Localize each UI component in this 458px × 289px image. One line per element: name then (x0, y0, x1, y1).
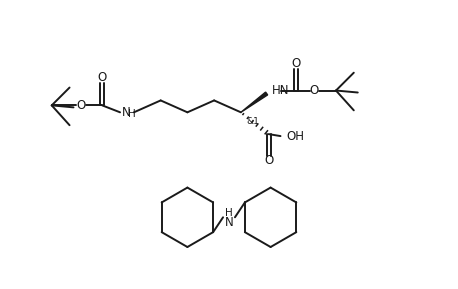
Text: OH: OH (286, 129, 305, 142)
Text: N: N (224, 216, 234, 229)
Text: O: O (98, 71, 107, 84)
Polygon shape (241, 92, 267, 112)
Text: H: H (225, 208, 233, 218)
Text: HN: HN (272, 84, 289, 97)
Text: O: O (77, 99, 86, 112)
Text: O: O (292, 57, 301, 70)
Text: O: O (264, 154, 273, 167)
Text: O: O (310, 84, 319, 97)
Text: H: H (128, 109, 136, 119)
Text: N: N (122, 106, 131, 119)
Text: &1: &1 (247, 117, 260, 126)
